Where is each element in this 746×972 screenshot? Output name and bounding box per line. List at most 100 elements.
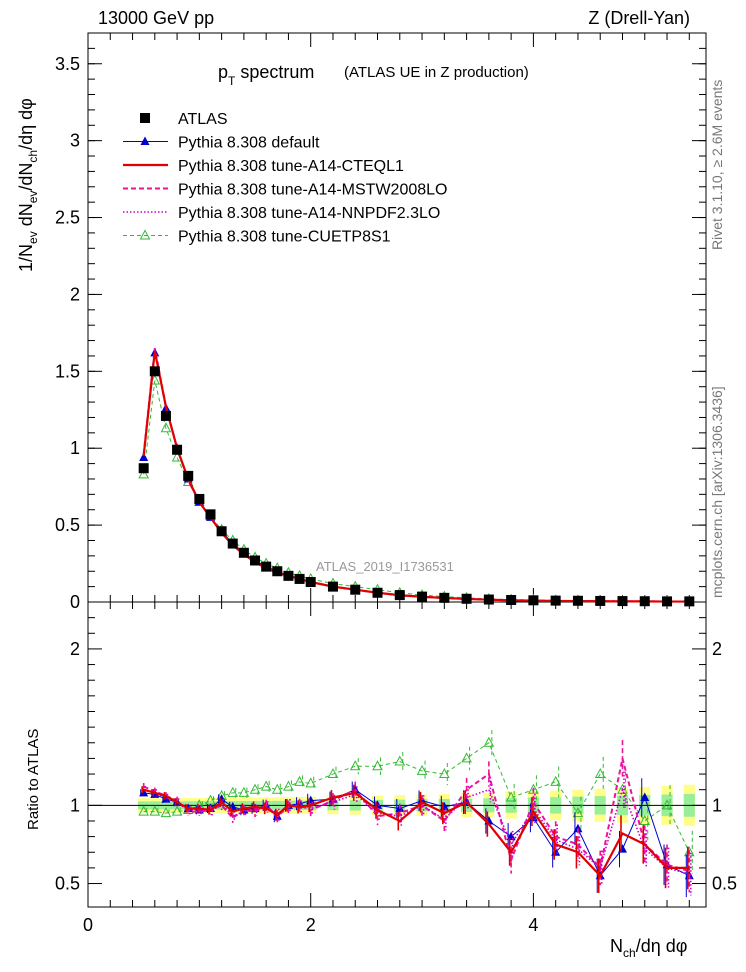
y-tick-label-ratio: 2	[70, 639, 80, 659]
open-triangle-marker	[505, 791, 517, 802]
rivet-label: Rivet 3.1.10, ≥ 2.6M events	[709, 80, 725, 250]
header-right: Z (Drell-Yan)	[588, 8, 690, 28]
y-tick-label-ratio-right: 2	[712, 639, 722, 659]
open-triangle-marker	[171, 805, 183, 816]
analysis-tag: ATLAS_2019_I1736531	[316, 559, 454, 574]
open-triangle-marker	[238, 786, 250, 797]
square-marker	[205, 509, 216, 520]
triangle-marker	[139, 452, 149, 461]
y-axis-label-ratio: Ratio to ATLAS	[25, 729, 42, 830]
square-marker	[160, 410, 171, 421]
y-axis-label-main: 1/Nev dNev/dNch/dη dφ	[16, 98, 40, 272]
square-marker	[138, 463, 149, 474]
ratio-panel-frame	[87, 601, 707, 908]
x-tick-label: 0	[83, 915, 93, 935]
open-triangle-marker	[260, 780, 272, 791]
open-triangle-marker	[394, 755, 406, 766]
open-triangle-marker	[249, 783, 261, 794]
square-marker	[439, 592, 450, 603]
open-triangle-marker	[528, 783, 539, 794]
square-marker	[172, 444, 183, 455]
legend-label: ATLAS	[178, 111, 228, 128]
series-line-ratio	[143, 787, 690, 875]
square-marker	[327, 581, 338, 592]
main-axes: 0 0.5 1 1.5 2 2.5 3 3.5	[55, 33, 706, 612]
square-marker	[149, 366, 160, 377]
square-marker	[461, 593, 472, 604]
square-marker	[572, 595, 583, 606]
x-axis-label: Nch/dη dφ	[610, 936, 687, 960]
open-triangle-marker	[139, 229, 151, 240]
square-marker	[294, 573, 305, 584]
open-triangle-marker	[550, 775, 562, 786]
square-marker	[272, 566, 283, 577]
open-triangle-marker	[149, 805, 161, 816]
open-triangle-marker	[416, 764, 428, 775]
open-triangle-marker	[461, 752, 472, 763]
triangle-marker	[573, 823, 583, 833]
open-triangle-marker	[305, 777, 317, 788]
square-marker	[617, 596, 628, 607]
open-triangle-marker	[138, 805, 150, 816]
legend-label: Pythia 8.308 tune-A14-NNPDF2.3LO	[178, 205, 440, 222]
square-marker	[506, 595, 517, 606]
square-marker	[305, 577, 316, 588]
open-triangle-marker	[327, 767, 339, 779]
legend-label: Pythia 8.308 tune-A14-CTEQL1	[178, 158, 404, 175]
square-marker	[227, 538, 238, 549]
series-line-ratio	[143, 741, 690, 853]
square-marker	[372, 587, 383, 598]
main-series-group	[138, 347, 695, 607]
square-marker	[350, 584, 361, 595]
legend-label: Pythia 8.308 tune-A14-MSTW2008LO	[178, 182, 447, 199]
square-marker	[183, 470, 194, 481]
square-marker	[394, 590, 405, 601]
square-marker	[639, 596, 650, 607]
open-triangle-marker	[639, 814, 651, 825]
open-triangle-marker	[160, 807, 172, 818]
ratio-series-group	[138, 730, 695, 898]
square-marker	[662, 596, 673, 607]
y-tick-label-ratio: 0.5	[55, 874, 80, 894]
triangle-marker	[140, 136, 150, 145]
square-marker	[595, 595, 606, 606]
x-tick-label: 4	[528, 915, 538, 935]
open-triangle-marker	[283, 780, 294, 791]
open-triangle-marker	[138, 468, 150, 479]
triangle-marker	[161, 794, 171, 803]
open-triangle-marker	[271, 783, 283, 794]
y-tick-label-main: 2.5	[55, 208, 80, 228]
y-tick-label-ratio: 1	[70, 795, 80, 815]
plot-title-rest: spectrum	[235, 62, 314, 82]
plot-title-p: p	[218, 62, 228, 82]
mcplots-label: mcplots.cern.ch [arXiv:1306.3436]	[709, 386, 725, 598]
y-tick-label-main: 0.5	[55, 515, 80, 535]
open-triangle-marker	[594, 767, 606, 779]
square-marker	[261, 561, 272, 572]
legend: ATLAS Pythia 8.308 default Pythia 8.308 tu…	[123, 111, 447, 246]
open-triangle-marker	[438, 767, 450, 779]
x-tick-label: 2	[306, 915, 316, 935]
open-triangle-marker	[227, 786, 239, 797]
legend-square-marker	[140, 113, 150, 123]
open-triangle-marker	[294, 775, 305, 786]
open-triangle-marker	[617, 783, 628, 794]
y-tick-label-main: 3.5	[55, 54, 80, 74]
y-tick-label-main: 1	[70, 438, 80, 458]
triangle-marker	[640, 792, 650, 802]
y-tick-label-ratio-right: 1	[712, 795, 722, 815]
square-marker	[483, 594, 494, 605]
open-triangle-marker	[572, 807, 584, 818]
open-triangle-marker	[160, 422, 172, 433]
open-triangle-marker	[483, 736, 495, 747]
square-marker	[417, 591, 428, 602]
series-line-ratio	[143, 788, 690, 878]
square-marker	[216, 526, 227, 537]
y-tick-label-main: 3	[70, 131, 80, 151]
square-marker	[528, 595, 539, 606]
open-triangle-marker	[349, 760, 361, 771]
plot-title-sub: T	[228, 74, 236, 88]
triangle-marker	[139, 787, 149, 797]
y-tick-label-main: 1.5	[55, 361, 80, 381]
